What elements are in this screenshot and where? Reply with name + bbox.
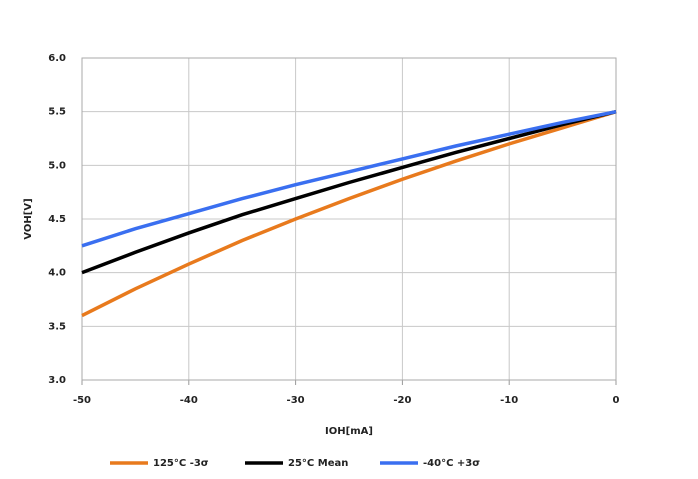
x-tick-label: -20 (393, 395, 411, 406)
series-line (81, 109, 617, 318)
x-axis-label: IOH[mA] (325, 426, 373, 437)
y-tick-label: 5.0 (48, 160, 66, 171)
y-tick-label: 4.5 (48, 214, 66, 225)
y-axis-label: VOH[V] (23, 198, 34, 239)
y-tick-label: 6.0 (48, 53, 66, 64)
y-tick-label: 5.5 (48, 107, 66, 118)
x-tick-label: -30 (287, 395, 305, 406)
x-tick-label: -50 (73, 395, 91, 406)
legend-label: -40°C +3σ (423, 458, 480, 469)
y-tick-label: 3.0 (48, 375, 66, 386)
series-line (81, 109, 617, 248)
series-line (81, 109, 617, 275)
x-tick-label: -40 (180, 395, 198, 406)
y-tick-label: 3.5 (48, 321, 66, 332)
x-tick-label: 0 (613, 395, 620, 406)
plot-border (81, 57, 617, 381)
legend-label: 125°C -3σ (153, 458, 209, 469)
y-tick-label: 4.0 (48, 268, 66, 279)
legend-label: 25°C Mean (288, 458, 348, 469)
x-tick-label: -10 (500, 395, 518, 406)
